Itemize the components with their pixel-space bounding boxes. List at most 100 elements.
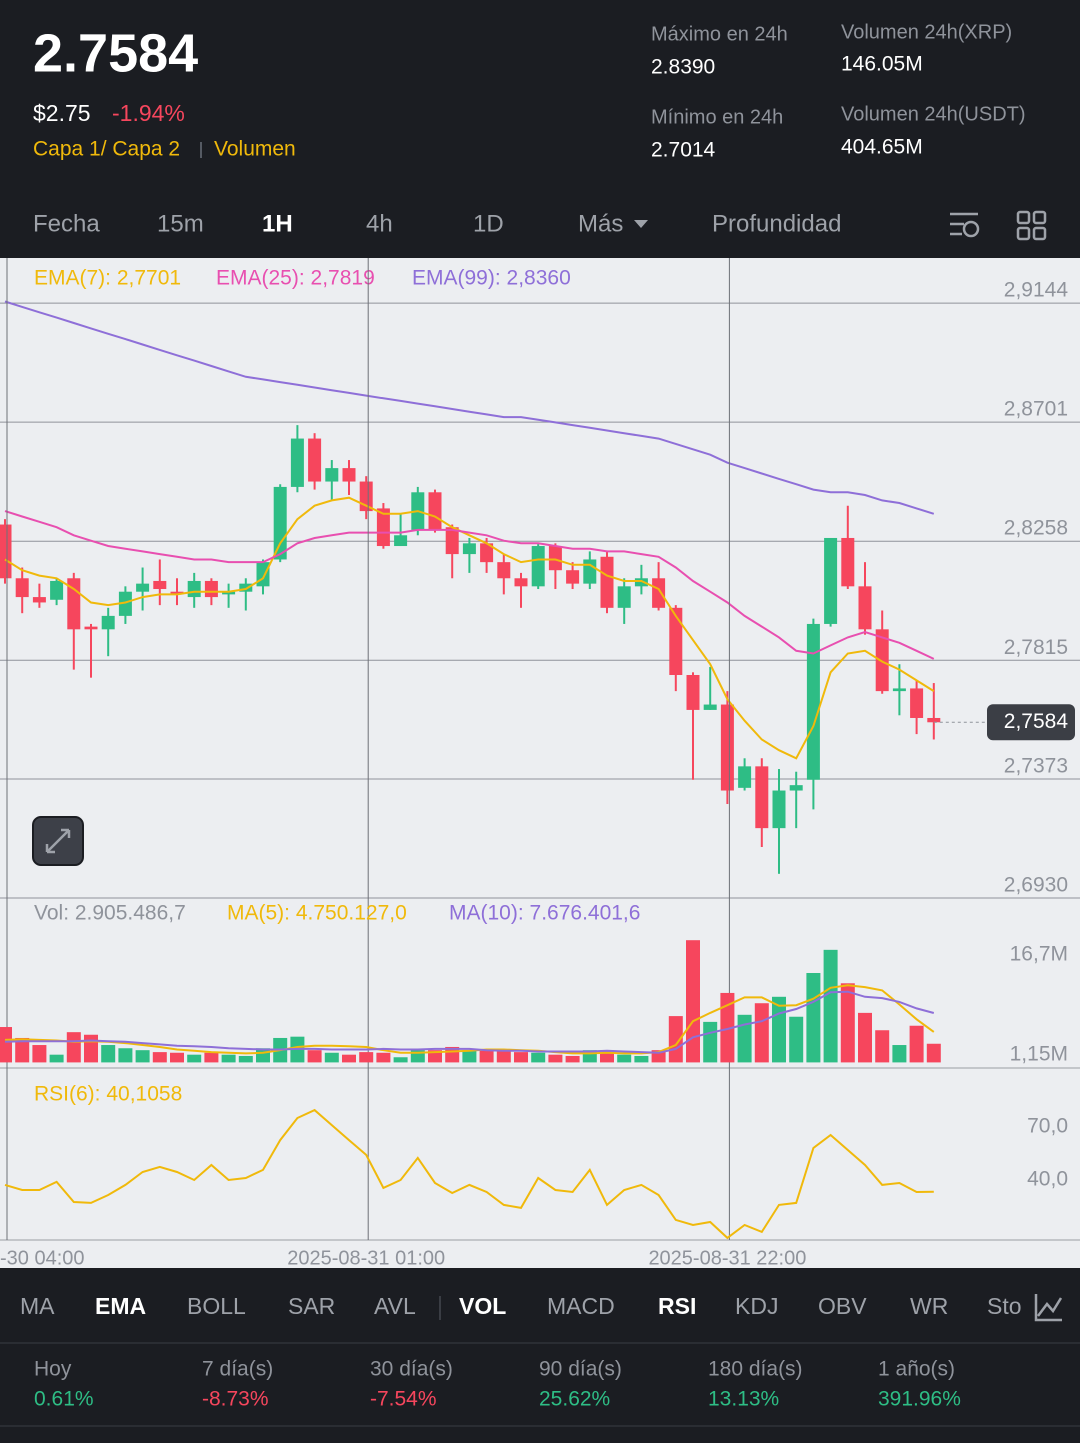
indicator-tab[interactable]: BOLL [187,1293,246,1319]
series-line [4,300,935,515]
volume-bar [101,1045,116,1063]
volume-bar [170,1052,184,1063]
volume-bar [496,1050,511,1063]
indicator-tab[interactable]: WR [910,1293,948,1319]
candle-body [0,524,12,579]
volume-bar [393,1057,408,1063]
layout-icon[interactable] [1016,210,1047,241]
volume-bar [49,1054,64,1063]
volume-bar [118,1048,133,1063]
candle-body [428,492,442,530]
period-label: 1 año(s) [878,1358,955,1381]
candle-body [480,543,494,563]
candle-body [256,562,270,587]
indicator-tab-active[interactable]: RSI [658,1293,696,1319]
settings-icon[interactable] [950,212,980,238]
indicator-tab[interactable]: AVL [374,1293,416,1319]
volume-bar [376,1052,391,1063]
indicator-tab[interactable]: Sto [987,1293,1022,1319]
volume-bar [806,972,821,1063]
expand-button[interactable] [32,816,84,866]
candle-body [789,785,803,791]
period-label: 7 día(s) [202,1358,273,1381]
candle-body [652,578,666,608]
interval-tab[interactable]: 1D [473,210,504,237]
interval-tab[interactable]: Fecha [33,210,100,237]
indicator-tab[interactable]: MACD [547,1293,615,1319]
candle-body [824,537,838,624]
last-price-badge [987,704,1075,741]
candle-body [634,578,648,587]
candle-body [101,615,115,630]
candle-body [290,438,304,487]
volume-bar [204,1052,219,1063]
layers-link[interactable]: Capa 1/ Capa 2 [33,138,180,161]
candle-body [772,790,786,829]
y-tick-label: 2,7815 [1004,636,1068,659]
y-tick-label: 70,0 [1027,1115,1068,1138]
volume-bar [617,1054,632,1063]
volume-bar [307,1050,322,1063]
stat-label: Mínimo en 24h [651,106,783,128]
volume-bar [135,1050,150,1063]
stat-label: Volumen 24h(USDT) [841,103,1026,125]
legend-entry: EMA(25): 2,7819 [216,267,375,290]
volume-bar [152,1052,167,1063]
volume-bar [0,1027,12,1063]
indicator-settings-icon[interactable] [1034,1294,1063,1322]
candle-body [308,438,322,482]
candle-body [841,537,855,587]
stat-value: 2.8390 [651,56,715,79]
volume-bar [238,1055,253,1063]
candle-body [325,468,339,482]
indicator-tab[interactable]: SAR [288,1293,335,1319]
period-value: 13.13% [708,1388,779,1411]
candle-body [617,586,631,608]
candle-body [170,591,184,595]
volume-link[interactable]: Volumen [214,138,296,161]
more-tab[interactable]: Más [578,210,623,237]
indicator-tab-active[interactable]: VOL [459,1293,506,1319]
series-line [4,1108,934,1240]
period-value: -8.73% [202,1388,269,1411]
candle-body [720,704,734,791]
period-label: Hoy [34,1358,72,1381]
volume-bar [926,1043,941,1063]
candle-body [548,546,562,571]
usd-price: $2.75 [33,100,91,126]
volume-bar [32,1045,47,1063]
indicator-tab-active[interactable]: EMA [95,1293,146,1319]
volume-bar [565,1055,580,1063]
candle-body [239,583,253,592]
depth-tab[interactable]: Profundidad [712,210,841,237]
indicator-tab[interactable]: OBV [818,1293,867,1319]
x-tick-label: 2025-08-31 22:00 [648,1247,806,1269]
candle-body [84,626,98,630]
last-price-label: 2,7584 [1004,710,1069,733]
indicator-tab[interactable]: MA [20,1293,55,1319]
volume-bar [686,940,700,1063]
candle-body [738,766,752,788]
dropdown-icon [634,220,648,228]
candle-body [462,543,476,555]
legend-entry: EMA(99): 2,8360 [412,267,571,290]
y-tick-label: 16,7M [1010,943,1068,966]
interval-tab[interactable]: 15m [157,210,204,237]
volume-bar [221,1054,236,1063]
interval-tab[interactable]: 4h [366,210,393,237]
indicator-tab[interactable]: KDJ [735,1293,778,1319]
interval-tab-active[interactable]: 1H [262,210,293,237]
volume-bar [15,1037,30,1063]
period-value: -7.54% [370,1388,437,1411]
legend-entry: EMA(7): 2,7701 [34,267,181,290]
candle-body [910,688,924,718]
volume-bar [858,1012,872,1063]
stat-value: 2.7014 [651,139,716,162]
period-value: 0.61% [34,1388,94,1411]
candle-body [566,570,580,584]
legend-entry: MA(5): 4.750.127,0 [227,902,407,925]
volume-bar [324,1052,339,1063]
period-value: 391.96% [878,1388,961,1411]
last-price: 2.7584 [33,23,198,83]
